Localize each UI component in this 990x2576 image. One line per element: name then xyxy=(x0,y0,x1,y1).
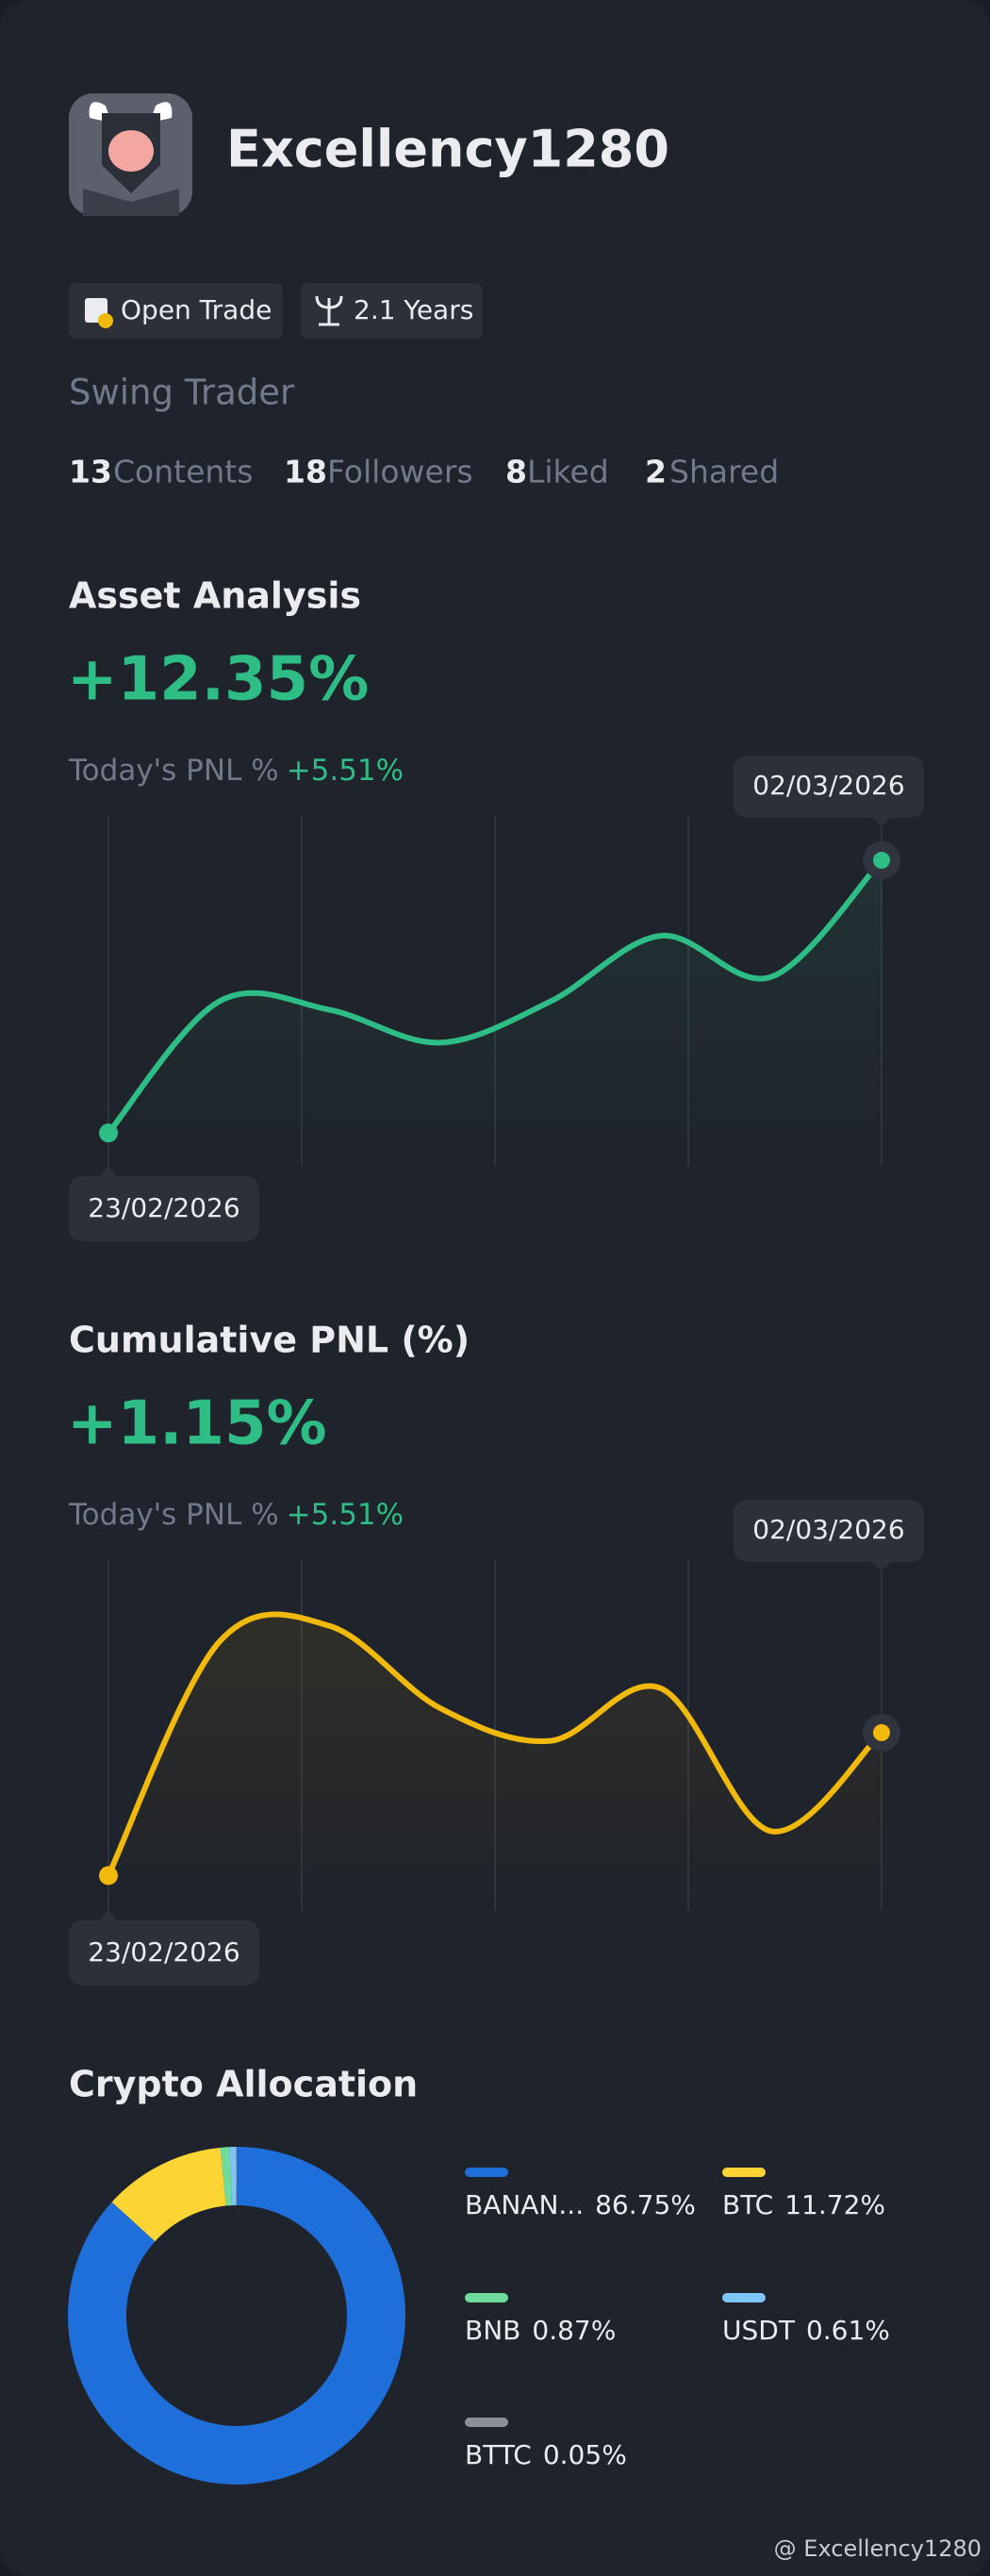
tooltip-pointer xyxy=(872,817,891,828)
legend-swatch xyxy=(465,2418,508,2427)
date-label: 02/03/2026 xyxy=(752,1514,904,1545)
headline: +12.35% xyxy=(67,645,369,715)
date-label: 02/03/2026 xyxy=(752,770,904,801)
section-title: Crypto Allocation xyxy=(69,2064,418,2105)
subtitle-value: +5.51% xyxy=(287,1498,404,1532)
line xyxy=(106,857,884,1137)
legend-swatch xyxy=(465,2293,508,2302)
donut-slice xyxy=(220,2147,233,2206)
legend-swatch xyxy=(722,2293,766,2302)
date-label: 23/02/2026 xyxy=(88,1936,239,1968)
legend-label: BNB xyxy=(465,2315,520,2346)
donut-slice xyxy=(111,2147,226,2242)
legend-label: BTC xyxy=(722,2189,773,2220)
point xyxy=(873,852,890,870)
tag-icon xyxy=(98,313,113,328)
username: Excellency1280 xyxy=(226,120,669,179)
subtitle: Today's PNL % +5.51% xyxy=(68,1498,404,1532)
stat-label: Contents xyxy=(113,454,253,490)
subtitle-label: Today's PNL % xyxy=(68,1498,279,1532)
tooltip-bg xyxy=(69,1920,259,1986)
line xyxy=(106,1611,884,1879)
tag-bg xyxy=(301,283,483,339)
legend-value: 0.87% xyxy=(532,2315,616,2346)
point xyxy=(99,1123,118,1143)
role: Swing Trader xyxy=(69,373,295,413)
legend-label: BTTC xyxy=(465,2439,532,2470)
section-title: Asset Analysis xyxy=(69,575,361,617)
stat-value: 13 xyxy=(69,454,112,490)
date-label: 23/02/2026 xyxy=(88,1192,239,1223)
area xyxy=(108,1614,882,1910)
footer: @ Excellency1280 xyxy=(774,2535,982,2562)
tooltip-bg xyxy=(734,756,924,818)
headline: +1.15% xyxy=(67,1389,327,1459)
legend-value: 0.61% xyxy=(806,2315,890,2346)
donut-slice xyxy=(68,2147,406,2485)
legend-swatch xyxy=(465,2168,508,2177)
tag-label: Open Trade xyxy=(121,294,272,325)
stat-value: 2 xyxy=(645,454,667,490)
legend-value: 11.72% xyxy=(784,2189,885,2220)
tooltip-bg xyxy=(69,1176,259,1241)
legend-value: 0.05% xyxy=(543,2439,627,2470)
tooltip-bg xyxy=(734,1500,924,1562)
legend-swatch xyxy=(722,2168,766,2177)
tag-bg xyxy=(69,283,283,339)
point xyxy=(873,1723,890,1741)
stat-label: Shared xyxy=(669,454,779,490)
stat-label: Followers xyxy=(327,454,473,490)
subtitle-label: Today's PNL % xyxy=(68,754,279,788)
section-title: Cumulative PNL (%) xyxy=(69,1320,470,1361)
tag-label: 2.1 Years xyxy=(354,294,473,325)
subtitle-value: +5.51% xyxy=(287,754,404,788)
stat-label: Liked xyxy=(527,454,609,490)
tooltip-pointer xyxy=(99,1166,118,1177)
stat-value: 8 xyxy=(505,454,527,490)
legend-label: USDT xyxy=(722,2315,796,2346)
legend-label: BANAN... xyxy=(465,2189,584,2220)
donut-slice xyxy=(236,2147,237,2206)
legend-value: 86.75% xyxy=(595,2189,696,2220)
donut-slice xyxy=(229,2147,237,2206)
tooltip-pointer xyxy=(872,1561,891,1572)
area xyxy=(108,860,882,1166)
tooltip-pointer xyxy=(99,1910,118,1921)
tag-icon xyxy=(315,295,343,326)
avatar xyxy=(69,93,192,216)
stat-value: 18 xyxy=(284,454,327,490)
subtitle: Today's PNL % +5.51% xyxy=(68,754,404,788)
point xyxy=(99,1866,118,1886)
